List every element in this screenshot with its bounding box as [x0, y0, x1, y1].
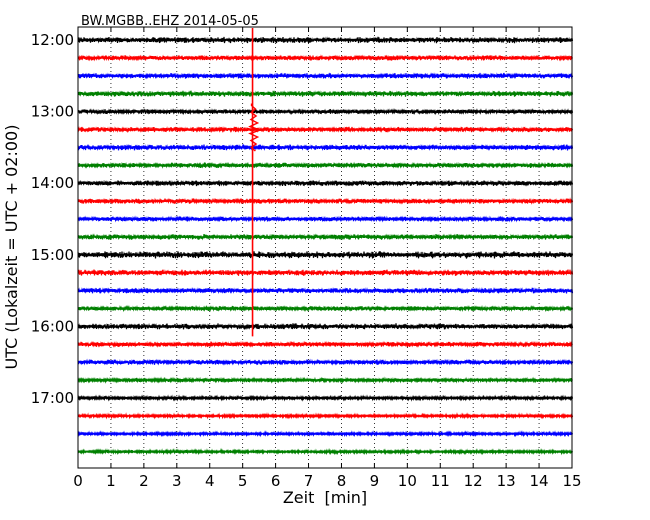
x-tick-label: 10 [398, 472, 417, 490]
y-tick-label: 15:00 [31, 246, 74, 264]
trace-line [77, 304, 574, 313]
trace-line [77, 251, 574, 259]
chart-title: BW.MGBB..EHZ 2014-05-05 [81, 14, 259, 29]
x-tick-label: 2 [139, 472, 149, 490]
y-tick-label: 14:00 [31, 174, 74, 192]
trace-line [77, 215, 574, 223]
trace-line [77, 447, 574, 456]
trace-line [77, 269, 574, 277]
trace-line [77, 36, 574, 44]
trace-group [77, 36, 574, 456]
x-tick-label: 3 [172, 472, 182, 490]
x-tick-label: 11 [431, 472, 450, 490]
trace-line [77, 322, 574, 331]
trace-line [77, 179, 574, 187]
grid-lines [110, 27, 540, 468]
x-tick-label: 8 [337, 472, 347, 490]
x-tick-label: 14 [530, 472, 549, 490]
trace-line [77, 412, 574, 420]
y-tick-label: 12:00 [31, 31, 74, 49]
trace-line [77, 197, 574, 205]
trace-line [77, 233, 574, 241]
x-tick-label: 7 [304, 472, 314, 490]
x-axis-label: Zeit [min] [283, 488, 367, 507]
x-tick-label: 5 [238, 472, 248, 490]
y-tick-label: 13:00 [31, 103, 74, 121]
y-axis: 12:00 13:00 14:00 15:00 16:00 17:00 [31, 31, 572, 407]
x-tick-label: 15 [562, 472, 581, 490]
x-tick-label: 1 [106, 472, 116, 490]
trace-line [77, 358, 574, 366]
trace-line [77, 340, 574, 348]
event-group [248, 28, 263, 337]
trace-line [77, 394, 574, 402]
trace-line [77, 107, 574, 116]
trace-line [77, 72, 574, 80]
trace-line [77, 125, 574, 134]
trace-line [77, 90, 574, 98]
event-waveform [248, 103, 263, 152]
trace-line [77, 376, 574, 384]
y-tick-label: 17:00 [31, 389, 74, 407]
trace-line [77, 286, 574, 295]
trace-line [77, 161, 574, 169]
y-tick-label: 16:00 [31, 317, 74, 335]
plot-frame [77, 26, 573, 469]
x-tick-label: 12 [464, 472, 483, 490]
x-tick-label: 9 [370, 472, 380, 490]
trace-line [77, 430, 574, 438]
x-axis: 0 1 2 3 4 5 6 7 8 9 10 11 12 13 14 15 [73, 27, 582, 490]
x-tick-label: 6 [271, 472, 281, 490]
trace-line [77, 54, 574, 62]
y-axis-label: UTC (Lokalzeit = UTC + 02:00) [2, 125, 21, 370]
x-tick-label: 13 [497, 472, 516, 490]
x-tick-label: 0 [73, 472, 83, 490]
trace-line [77, 143, 574, 152]
x-tick-label: 4 [205, 472, 215, 490]
